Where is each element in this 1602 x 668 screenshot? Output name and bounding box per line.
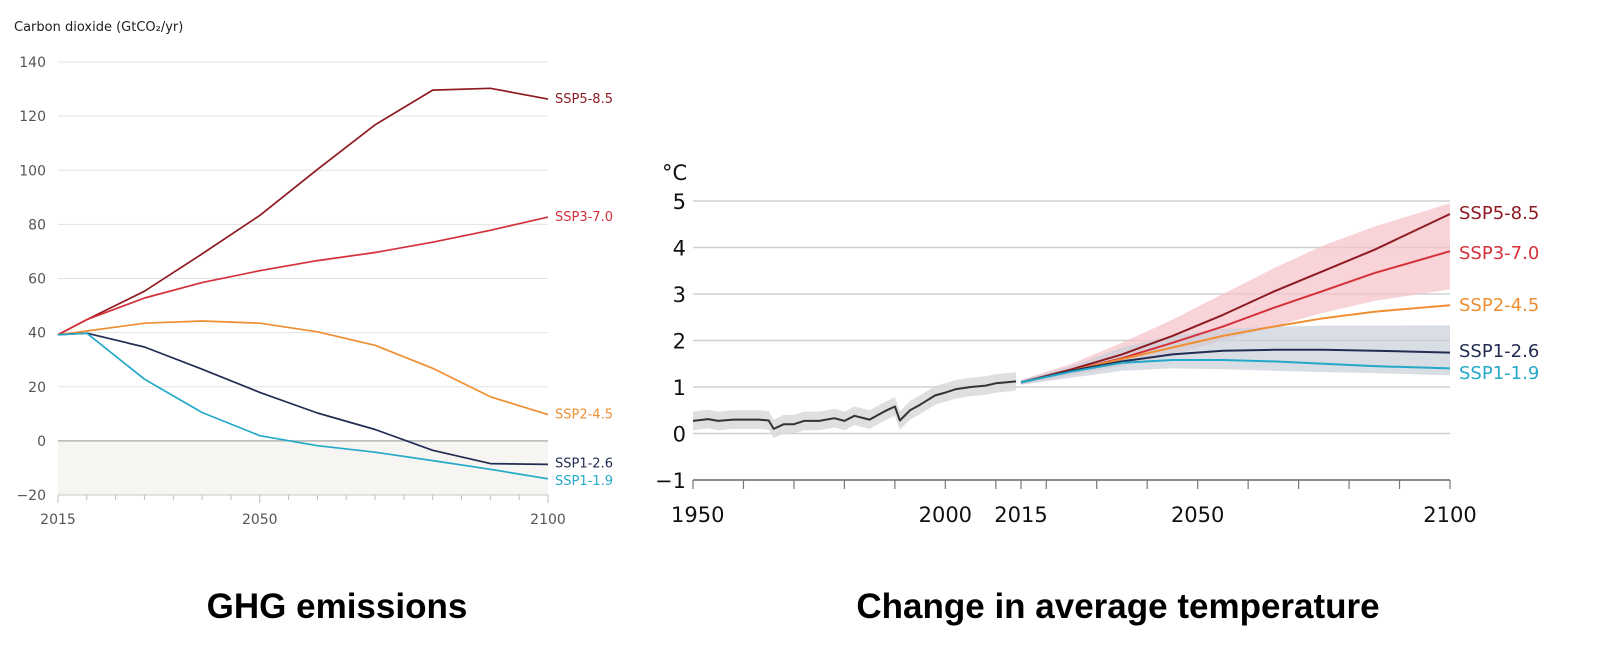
x-tick-label: 2015 [994, 503, 1047, 527]
y-tick-label: 100 [19, 163, 46, 179]
temperature-chart: °C 5 4 3 2 1 0 −1 1950 2000 2015 2050 2100 SSP5-8.5… [655, 161, 1539, 527]
y-tick-label: 1 [673, 376, 686, 400]
y-tick-label: 60 [28, 272, 46, 288]
y-tick-label: 40 [28, 326, 46, 342]
x-tick-label: 2000 [919, 503, 972, 527]
series-label-ssp5-8-5: SSP5-8.5 [1459, 203, 1539, 224]
series-line-ssp1-2-6 [1020, 348, 1451, 384]
temperature-uncertainty-bands [693, 203, 1450, 439]
negative-zone [58, 440, 548, 495]
series-label-ssp1-2-6: SSP1-2.6 [555, 456, 613, 471]
series-line-ssp2-4-5 [57, 320, 549, 416]
y-tick-label: 80 [28, 217, 46, 233]
series-label-ssp1-1-9: SSP1-1.9 [1459, 363, 1539, 384]
y-tick-label: 0 [37, 434, 46, 450]
series-line-ssp5-8-5 [1020, 213, 1451, 384]
temperature-caption: Change in average temperature [856, 587, 1379, 626]
series-line-ssp5-8-5 [57, 87, 549, 336]
emissions-caption: GHG emissions [207, 587, 468, 626]
y-tick-label: 0 [673, 423, 686, 447]
emissions-y-axis-title: Carbon dioxide (GtCO₂/yr) [14, 20, 183, 35]
x-tick-label: 2050 [1171, 503, 1224, 527]
y-tick-label: 5 [673, 190, 686, 214]
emissions-tick-labels: 140 120 100 80 60 40 20 0 −20 2015 2050 2100 [16, 55, 565, 528]
emissions-chart: Carbon dioxide (GtCO₂/yr) 140 120 100 80 60 4… [14, 20, 613, 528]
y-tick-label: 120 [19, 109, 46, 125]
y-tick-label: 3 [673, 283, 686, 307]
series-label-ssp3-7-0: SSP3-7.0 [1459, 243, 1539, 264]
series-label-ssp5-8-5: SSP5-8.5 [555, 92, 613, 107]
x-tick-label: 2015 [40, 512, 76, 528]
historical-uncertainty-band [693, 372, 1016, 439]
series-line-ssp1-2-6 [57, 332, 549, 466]
series-label-ssp3-7-0: SSP3-7.0 [555, 210, 613, 225]
series-line-ssp3-7-0 [57, 216, 549, 336]
series-line-ssp1-1-9 [1020, 359, 1451, 384]
series-label-ssp2-4-5: SSP2-4.5 [555, 408, 613, 423]
band-ssp126 [1021, 325, 1450, 385]
emissions-series-labels: SSP5-8.5 SSP3-7.0 SSP2-4.5 SSP1-2.6 SSP1-1.9 [555, 92, 613, 489]
y-tick-label: 20 [28, 380, 46, 396]
emissions-series-lines [57, 87, 549, 480]
band-ssp370 [1021, 203, 1450, 385]
series-line-ssp1-1-9 [57, 332, 549, 480]
emissions-gridlines [57, 61, 549, 503]
series-label-ssp1-2-6: SSP1-2.6 [1459, 341, 1539, 362]
negative-emissions-shading [58, 440, 548, 495]
temperature-tick-labels: 5 4 3 2 1 0 −1 1950 2000 2015 2050 2100 [655, 190, 1477, 527]
temperature-series-lines [692, 213, 1451, 430]
x-tick-label: 2100 [1423, 503, 1476, 527]
series-label-ssp2-4-5: SSP2-4.5 [1459, 295, 1539, 316]
x-tick-label: 1950 [671, 503, 724, 527]
y-tick-label: −20 [16, 488, 46, 504]
y-tick-label: −1 [655, 469, 686, 493]
temperature-y-axis-title: °C [662, 161, 687, 185]
y-tick-label: 140 [19, 55, 46, 71]
x-tick-label: 2100 [530, 512, 566, 528]
y-tick-label: 4 [673, 237, 686, 261]
historical-line [692, 380, 1017, 430]
x-tick-label: 2050 [242, 512, 278, 528]
series-label-ssp1-1-9: SSP1-1.9 [555, 474, 613, 489]
y-tick-label: 2 [673, 330, 686, 354]
